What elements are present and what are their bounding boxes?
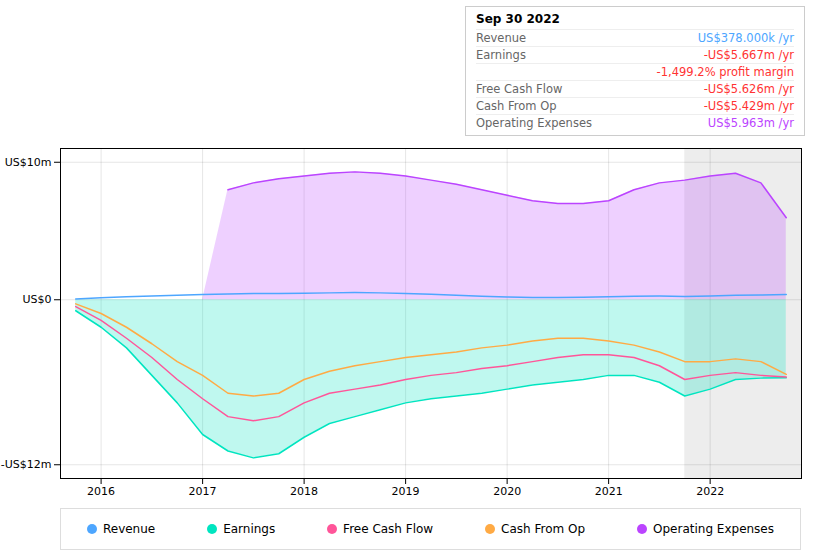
html-text:Cash From Op: Cash From Op (501, 522, 586, 536)
html-text:Revenue: Revenue (103, 522, 156, 536)
svg-text:2022: 2022 (696, 485, 724, 498)
html-text:-1,499.2% profit margin: -1,499.2% profit margin (656, 65, 794, 79)
html-text:-US$5.667m /yr: -US$5.667m /yr (703, 48, 794, 62)
svg-text:-US$12m: -US$12m (1, 458, 52, 471)
html-text:Operating Expenses: Operating Expenses (476, 116, 592, 130)
svg-text:2021: 2021 (595, 485, 623, 498)
html-text:Cash From Op: Cash From Op (476, 99, 557, 113)
html-text:-US$5.429m /yr: -US$5.429m /yr (703, 99, 794, 113)
html-text:Revenue: Revenue (476, 31, 527, 45)
svg-text:2020: 2020 (493, 485, 521, 498)
html-text:Sep 30 2022: Sep 30 2022 (476, 12, 560, 26)
html-text:US$5.963m /yr: US$5.963m /yr (707, 116, 794, 130)
svg-text:2018: 2018 (290, 485, 318, 498)
svg-text:US$10m: US$10m (5, 156, 52, 169)
svg-text:2017: 2017 (189, 485, 217, 498)
svg-text:2019: 2019 (392, 485, 420, 498)
html-text:Earnings: Earnings (476, 48, 526, 62)
html-text:US$378.000k /yr: US$378.000k /yr (697, 31, 794, 45)
html-text:-US$5.626m /yr: -US$5.626m /yr (703, 82, 794, 96)
html-text:Operating Expenses: Operating Expenses (653, 522, 774, 536)
svg-text:US$0: US$0 (22, 293, 51, 306)
html-text:Free Cash Flow: Free Cash Flow (343, 522, 434, 536)
svg-text:2016: 2016 (87, 485, 115, 498)
html-text:Earnings: Earnings (223, 522, 276, 536)
html-text:Free Cash Flow: Free Cash Flow (476, 82, 563, 96)
